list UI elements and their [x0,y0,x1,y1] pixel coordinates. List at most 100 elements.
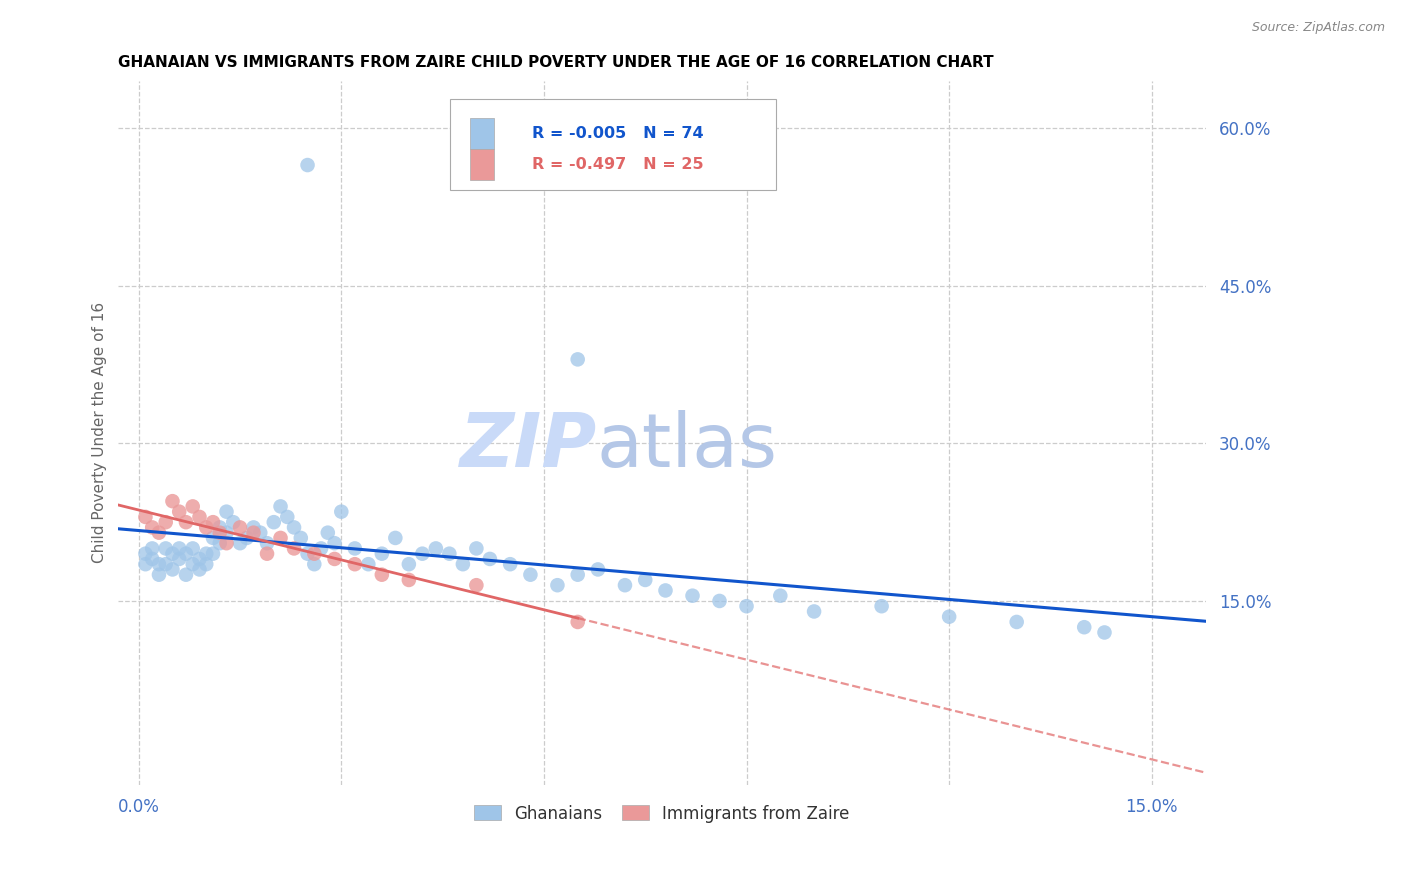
Point [283,520,305,534]
Point [451,557,474,571]
Point [1094,625,1116,640]
Point [249,525,271,540]
Point [162,562,184,576]
Point [439,547,461,561]
Point [134,547,156,561]
Point [181,500,204,514]
Point [371,547,394,561]
Point [162,547,184,561]
Point [195,557,218,571]
Point [201,531,224,545]
Point [465,578,488,592]
Point [134,557,156,571]
Point [167,505,190,519]
Point [141,541,163,556]
Point [371,567,394,582]
Point [283,541,305,556]
Point [201,515,224,529]
Point [263,515,285,529]
Point [297,547,319,561]
Point [425,541,447,556]
Point [567,352,589,367]
Point [174,567,197,582]
Text: atlas: atlas [598,410,778,483]
Point [634,573,657,587]
Point [242,525,264,540]
Point [148,557,170,571]
Point [769,589,792,603]
Point [208,520,231,534]
Point [938,609,960,624]
Point [174,547,197,561]
Point [236,531,259,545]
Point [242,520,264,534]
Point [304,557,326,571]
Point [614,578,637,592]
Point [155,557,177,571]
Point [148,567,170,582]
Point [162,494,184,508]
Point [546,578,568,592]
Point [411,547,433,561]
Point [1073,620,1095,634]
Point [803,604,825,618]
Legend: Ghanaians, Immigrants from Zaire: Ghanaians, Immigrants from Zaire [468,797,856,830]
Point [290,531,312,545]
Point [181,541,204,556]
Point [343,541,366,556]
Point [256,547,278,561]
Point [270,500,292,514]
Point [465,541,488,556]
Point [398,557,420,571]
Point [304,547,326,561]
Point [519,567,541,582]
Point [323,536,346,550]
Point [735,599,758,614]
Bar [470,149,494,180]
Point [398,573,420,587]
Point [330,505,353,519]
Point [276,510,298,524]
Point [215,525,238,540]
Point [195,547,218,561]
Point [478,552,501,566]
Point [215,505,238,519]
Point [215,536,238,550]
Point [1005,615,1028,629]
Point [155,515,177,529]
Text: Source: ZipAtlas.com: Source: ZipAtlas.com [1251,21,1385,34]
Point [134,510,156,524]
Point [174,515,197,529]
Point [141,552,163,566]
Text: R = -0.497   N = 25: R = -0.497 N = 25 [531,157,703,172]
Point [343,557,366,571]
Point [499,557,522,571]
Point [870,599,893,614]
Point [323,552,346,566]
Text: ZIP: ZIP [460,410,598,483]
Point [167,552,190,566]
FancyBboxPatch shape [450,99,776,190]
Point [208,525,231,540]
Point [229,520,252,534]
Point [141,520,163,534]
Point [188,510,211,524]
Point [309,541,332,556]
Y-axis label: Child Poverty Under the Age of 16: Child Poverty Under the Age of 16 [93,302,107,564]
Bar [470,118,494,149]
Point [357,557,380,571]
Point [316,525,339,540]
Point [181,557,204,571]
Point [148,525,170,540]
Point [167,541,190,556]
Point [709,594,731,608]
Point [195,520,218,534]
Point [222,515,245,529]
Point [188,552,211,566]
Point [256,536,278,550]
Point [270,531,292,545]
Point [297,158,319,172]
Point [155,541,177,556]
Point [208,536,231,550]
Point [567,567,589,582]
